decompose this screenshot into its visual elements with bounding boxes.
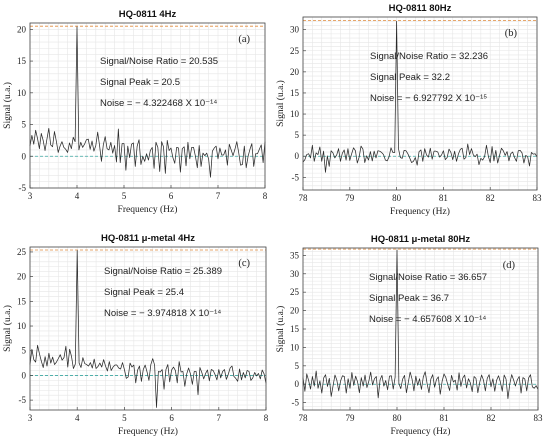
- chart-panel-4: 78 79 80 81 82 83 -5 0 5 10 15 20 25 30 35 HQ-0811 μ-me…: [275, 234, 543, 437]
- y-tick-label: 20: [17, 24, 27, 34]
- annotation-text: Noise = − 4.322468 X 10⁻¹⁴: [100, 98, 217, 109]
- signal-line: [29, 26, 266, 178]
- panel-label: (d): [503, 260, 516, 271]
- y-tick-label: 35: [290, 250, 300, 260]
- signal-line: [302, 249, 539, 399]
- y-tick-label: 0: [22, 370, 27, 380]
- annotation-text: Signal/Noise Ratio = 36.657: [369, 272, 487, 283]
- x-tick-label: 5: [122, 191, 127, 201]
- signal-line: [29, 250, 267, 408]
- x-tick-label: 80: [392, 193, 402, 203]
- y-tick-label: 20: [17, 272, 27, 282]
- panel-label: (c): [238, 258, 250, 269]
- signal-line: [302, 20, 538, 173]
- y-tick-label: -5: [19, 395, 27, 405]
- annotation-text: Signal Peak = 36.7: [369, 293, 449, 304]
- y-tick-label: 30: [290, 269, 300, 279]
- y-tick-label: 0: [295, 151, 300, 161]
- chart-title: HQ-0811 4Hz: [119, 9, 177, 20]
- chart-panel-2: 78 79 80 81 82 83 -5 0 5 10 15 20 25 30 HQ-0811 80Hz Fr…: [275, 3, 542, 217]
- x-tick-label: 79: [345, 193, 355, 203]
- x-tick-label: 4: [75, 413, 80, 423]
- y-tick-label: 10: [290, 109, 300, 119]
- y-tick-label: 5: [22, 120, 27, 130]
- annotation-text: Signal/Noise Ratio = 20.535: [100, 56, 218, 67]
- annotation-text: Signal Peak = 32.2: [370, 72, 450, 83]
- x-tick-label: 8: [264, 413, 269, 423]
- plot-frame: [29, 22, 266, 189]
- annotation-text: Signal/Noise Ratio = 25.389: [104, 266, 222, 277]
- y-tick-label: 10: [290, 342, 300, 352]
- y-tick-label: 0: [295, 379, 300, 389]
- panel-label: (a): [238, 34, 250, 45]
- y-tick-label: -5: [19, 183, 27, 193]
- x-tick-label: 81: [440, 413, 449, 423]
- y-tick-label: 25: [290, 287, 300, 297]
- y-axis-label: Signal (u.a.): [2, 82, 13, 129]
- chart-title: HQ-0811 μ-metal 4Hz: [101, 233, 195, 244]
- x-tick-label: 78: [299, 193, 309, 203]
- chart-panel-3: 3 4 5 6 7 8 -5 0 5 10 15 20 25 HQ-0811 μ-metal 4Hz Fre…: [2, 233, 269, 437]
- y-axis-label: Signal (u.a.): [2, 305, 13, 352]
- annotation-text: Signal Peak = 25.4: [104, 287, 184, 298]
- x-tick-label: 82: [486, 193, 495, 203]
- x-tick-label: 81: [439, 193, 448, 203]
- y-tick-label: 5: [295, 130, 300, 140]
- y-axis-label: Signal (u.a.): [275, 80, 286, 127]
- x-axis-label: Frequency (Hz): [391, 426, 451, 437]
- chart-title: HQ-0811 μ-metal 80Hz: [371, 234, 471, 245]
- y-tick-label: 15: [17, 296, 27, 306]
- y-tick-label: 10: [17, 321, 27, 331]
- y-tick-label: 25: [17, 247, 27, 257]
- x-tick-label: 3: [28, 413, 33, 423]
- x-tick-label: 3: [28, 191, 33, 201]
- annotation-text: Noise = − 4.657608 X 10⁻¹⁴: [369, 314, 486, 325]
- y-tick-label: -5: [292, 398, 300, 408]
- y-tick-label: 15: [290, 88, 300, 98]
- x-tick-label: 83: [534, 413, 544, 423]
- y-tick-label: 10: [17, 88, 27, 98]
- x-tick-label: 8: [263, 191, 268, 201]
- x-tick-label: 4: [75, 191, 80, 201]
- panel-label: (b): [505, 28, 518, 39]
- annotation-text: Signal Peak = 20.5: [100, 77, 180, 88]
- x-tick-label: 7: [217, 413, 222, 423]
- y-tick-label: 0: [22, 151, 27, 161]
- x-tick-label: 7: [216, 191, 221, 201]
- y-tick-label: -5: [292, 172, 300, 182]
- x-tick-label: 82: [487, 413, 496, 423]
- x-tick-label: 80: [393, 413, 403, 423]
- chart-panel-1: 3 4 5 6 7 8 -5 0 5 10 15 20 HQ-0811 4Hz Frequency (Hz…: [2, 9, 268, 215]
- x-axis-label: Frequency (Hz): [118, 204, 178, 215]
- x-tick-label: 6: [169, 413, 174, 423]
- annotation-text: Noise = − 6.927792 X 10⁻¹⁵: [370, 93, 487, 104]
- y-tick-label: 5: [22, 346, 27, 356]
- y-tick-label: 15: [17, 56, 27, 66]
- x-tick-label: 83: [533, 193, 543, 203]
- annotation-text: Signal/Noise Ratio = 32.236: [370, 51, 488, 62]
- x-axis-label: Frequency (Hz): [118, 426, 178, 437]
- y-tick-label: 25: [290, 46, 300, 56]
- y-tick-label: 15: [290, 324, 300, 334]
- x-axis-label: Frequency (Hz): [390, 206, 450, 217]
- y-tick-label: 30: [290, 25, 300, 35]
- plot-frame: [302, 16, 538, 191]
- y-axis-label: Signal (u.a.): [275, 306, 286, 353]
- x-tick-label: 79: [346, 413, 356, 423]
- y-tick-label: 20: [290, 67, 300, 77]
- plot-frame: [29, 246, 267, 411]
- x-tick-label: 5: [122, 413, 127, 423]
- x-tick-label: 6: [169, 191, 174, 201]
- x-tick-label: 78: [299, 413, 309, 423]
- annotation-text: Noise = − 3.974818 X 10⁻¹⁴: [104, 308, 221, 319]
- y-tick-label: 20: [290, 306, 300, 316]
- y-tick-label: 5: [295, 361, 300, 371]
- chart-title: HQ-0811 80Hz: [389, 3, 452, 14]
